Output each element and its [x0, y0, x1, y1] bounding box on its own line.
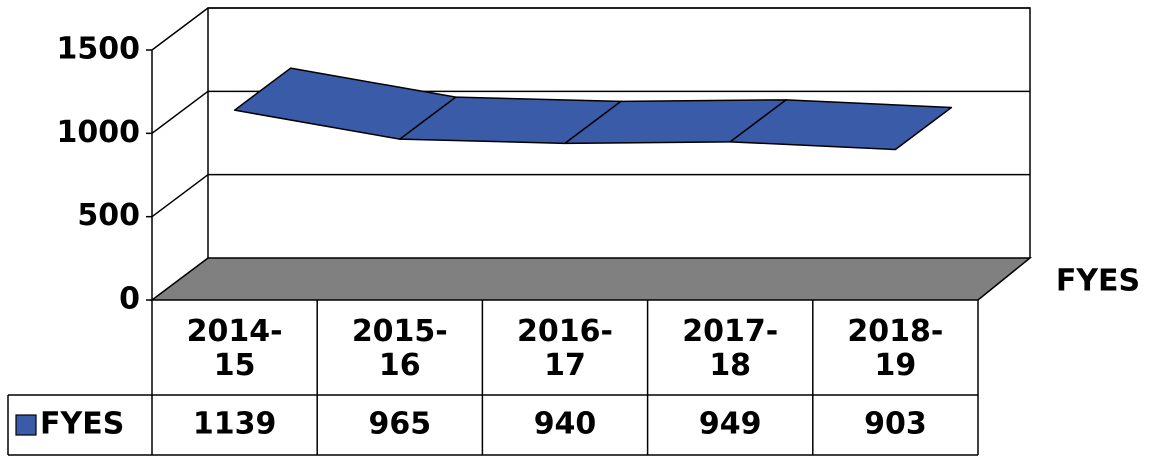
legend-label: FYES: [1056, 264, 1140, 299]
label-line: 18: [709, 348, 751, 383]
grid-line: [151, 174, 209, 218]
label-line: 16: [379, 348, 421, 383]
y-tick-label: 500: [77, 198, 140, 233]
label-line: 2018-: [847, 314, 943, 349]
legend-swatch: [15, 414, 37, 436]
x-tick-label: 2016-17: [517, 314, 613, 383]
y-tick-label: 1000: [57, 115, 141, 150]
label-line: 17: [544, 348, 586, 383]
grid-line: [151, 90, 209, 134]
table-value: 949: [699, 407, 762, 442]
y-tick-label: 0: [119, 282, 140, 317]
label-line: 2017-: [682, 314, 778, 349]
label-line: 19: [875, 348, 917, 383]
x-tick-label: 2015-16: [352, 314, 448, 383]
x-tick-label: 2014-15: [187, 314, 283, 383]
table-value: 903: [864, 407, 927, 442]
label-line: 2016-: [517, 314, 613, 349]
table-value: 1139: [193, 407, 277, 442]
ribbon-segment: [729, 99, 953, 151]
x-tick-label: 2017-18: [682, 314, 778, 383]
label-line: 15: [214, 348, 256, 383]
x-tick-label: 2018-19: [847, 314, 943, 383]
table-value: 965: [368, 407, 431, 442]
grid-line: [151, 7, 209, 51]
label-line: 2014-: [187, 314, 283, 349]
table-series-name: FYES: [40, 407, 124, 442]
floor: [149, 257, 1033, 301]
label-line: 2015-: [352, 314, 448, 349]
table-value: 940: [534, 407, 597, 442]
y-tick-label: 1500: [57, 32, 141, 67]
